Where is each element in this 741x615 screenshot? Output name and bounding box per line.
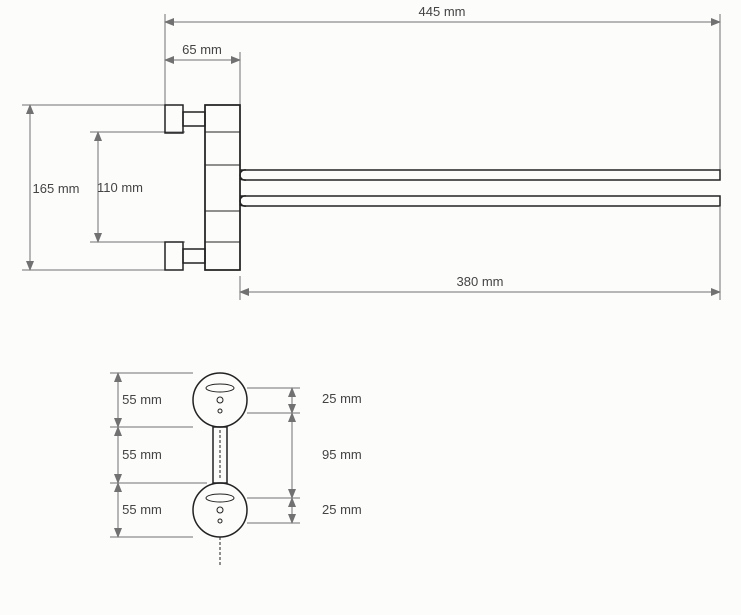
dim-overall-height-t: 165 mm	[33, 181, 80, 196]
dim-circle-dia-2: 55 mm	[122, 502, 162, 517]
dim-pitch: 95 mm	[322, 447, 362, 462]
dim-inner-height: 110 mm	[97, 180, 143, 195]
dim-bracket-width: 65 mm	[182, 42, 222, 57]
dim-circle-dia-1: 55 mm	[122, 392, 162, 407]
dim-bar-length: 380 mm	[457, 274, 504, 289]
dim-small-bot: 25 mm	[322, 502, 362, 517]
dim-gap: 55 mm	[122, 447, 162, 462]
dim-small-top: 25 mm	[322, 391, 362, 406]
dim-overall-length: 445 mm	[419, 4, 466, 19]
